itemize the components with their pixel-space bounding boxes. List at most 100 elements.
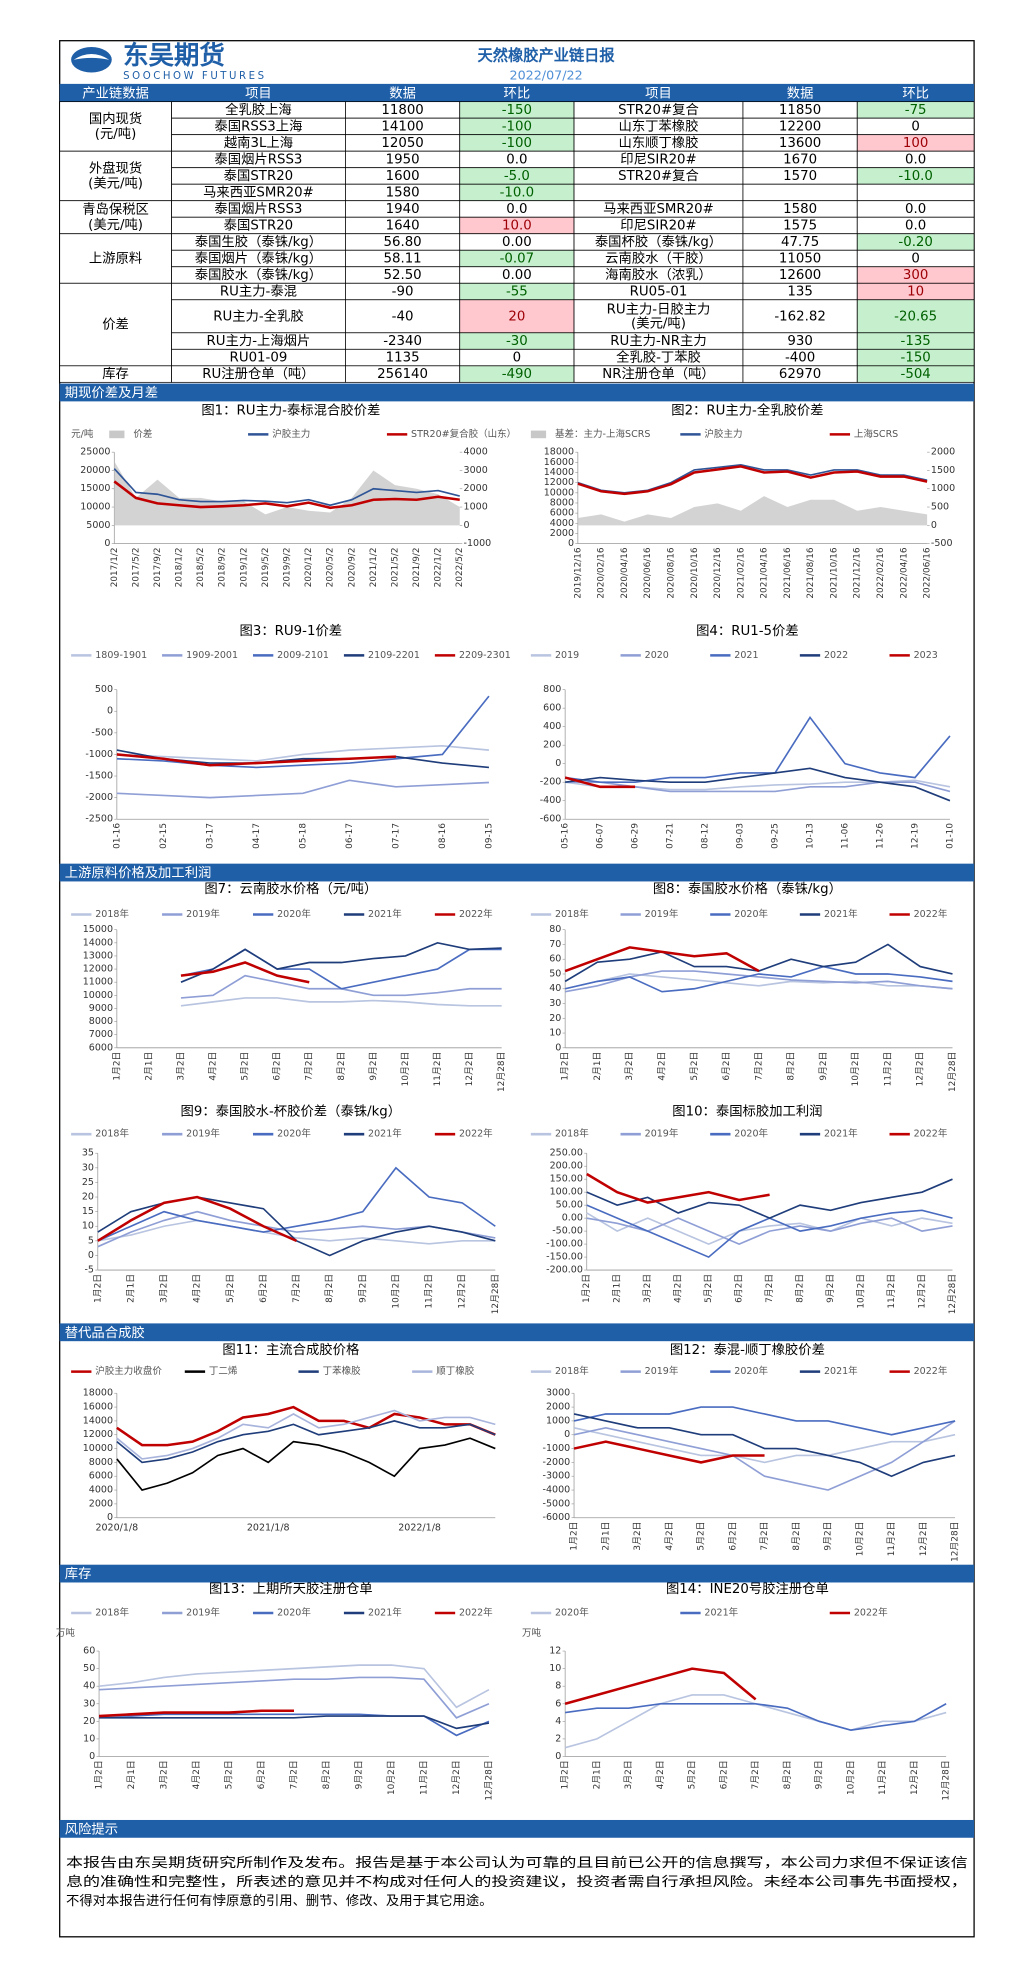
y-tick-label: 12000 <box>83 964 113 975</box>
x-tick-label: 09-25 <box>771 823 781 849</box>
x-tick-label: 2022/5/2 <box>455 547 465 587</box>
logo-mark <box>71 47 112 73</box>
table-group-label: 库存 <box>102 366 129 382</box>
x-tick-label: 2月1日 <box>591 1760 602 1789</box>
table-cell-text: 1940 <box>386 202 420 217</box>
y-tick-label: 40 <box>549 983 561 994</box>
x-tick-label: 5月2日 <box>687 1760 698 1789</box>
y-tick-label: 60 <box>83 1646 95 1657</box>
x-tick-label: 01-16 <box>112 823 122 849</box>
x-tick-label: 2021/06/16 <box>783 547 793 599</box>
y-tick-label: 2000 <box>550 528 574 539</box>
table-group-cell <box>59 101 172 152</box>
x-tick-label: 2017/9/2 <box>153 547 163 587</box>
area-series <box>114 461 460 526</box>
x-tick-label: 12月28日 <box>950 1522 961 1562</box>
x-tick-label: 3月2日 <box>632 1522 643 1551</box>
report-title: 天然橡胶产业链日报 <box>478 46 616 64</box>
y-tick-label: 20000 <box>80 465 110 476</box>
y-tick-label: -100.00 <box>546 1239 583 1250</box>
y-tick-label: 14000 <box>83 1415 113 1426</box>
risk-text: 本报告由东吴期货研究所制作及发布。报告是基于本公司认为可靠的且目前已公开的信息撰… <box>66 1854 968 1871</box>
table-cell-text: -20.65 <box>894 309 937 324</box>
table-cell-text: 0 <box>513 351 521 366</box>
table-cell-text: 0.0 <box>905 202 926 217</box>
table-cell-text: 越南3L上海 <box>224 135 293 151</box>
section-bar <box>59 1819 975 1838</box>
legend-label: 2021年 <box>824 1365 858 1377</box>
y-tick-label: 0 <box>107 1512 113 1523</box>
legend-label: 2022年 <box>459 908 493 920</box>
y-tick-label: 4 <box>555 1716 561 1727</box>
x-tick-label: 7月2日 <box>759 1522 770 1551</box>
y-tick-label: -3000 <box>543 1471 571 1482</box>
line-series <box>564 973 953 990</box>
x-tick-label: 6月2日 <box>256 1760 267 1789</box>
x-tick-label: 2022/1/2 <box>434 547 444 587</box>
legend-label: 2021年 <box>824 908 858 920</box>
table-group-cell <box>59 233 172 284</box>
section-bar <box>59 1323 975 1342</box>
y-tick-label: 6000 <box>550 508 574 519</box>
axis-unit: 万吨 <box>522 1627 542 1639</box>
table-cell-text: -5.0 <box>504 169 530 184</box>
x-tick-label: 6月2日 <box>734 1274 745 1303</box>
x-tick-label: 2020/12/16 <box>713 547 723 599</box>
chart: 图10：泰国标胶加工利润 2018年 2019年 2020年 2021年 2022年 -20… <box>530 1102 958 1314</box>
x-tick-label: 6月2日 <box>718 1760 729 1789</box>
line-series <box>586 1212 953 1245</box>
chart-title: 图8：泰国胶水价格（泰铢/kg） <box>653 880 842 897</box>
table-cell-text: 12200 <box>779 119 821 134</box>
legend-label: 2020年 <box>734 908 768 920</box>
table-cell-text: -10.0 <box>898 169 933 184</box>
section-title: 上游原料价格及加工利润 <box>65 865 212 881</box>
table-cell-text: 泰国烟片RSS3 <box>214 151 302 167</box>
x-tick-label: 2022/02/16 <box>876 547 886 599</box>
x-tick-label: 4月2日 <box>673 1274 684 1303</box>
chart-title: 图4：RU1-5价差 <box>696 623 799 639</box>
y-tick-label: -50.00 <box>552 1226 583 1237</box>
section-bar <box>59 1564 975 1583</box>
x-tick-label: 2021/5/2 <box>390 547 400 587</box>
legend-label: 2019年 <box>645 908 679 920</box>
table-cell-text: 0 <box>911 119 919 134</box>
table-cell-text: -504 <box>901 367 931 382</box>
table-cell-text: 0.0 <box>506 152 527 167</box>
x-tick-label: 7月2日 <box>764 1274 775 1303</box>
table-header: 项目 <box>245 86 272 101</box>
y-tick-label: -200.00 <box>546 1265 583 1276</box>
y-tick-label: 35 <box>82 1148 94 1159</box>
y2-tick-label: 0 <box>464 520 470 531</box>
risk-text: 息的准确性和完整性，所表述的意见并不构成对任何人的投资建议，投资者需自行承担风险… <box>66 1873 968 1890</box>
x-tick-label: 08-12 <box>701 823 711 849</box>
line-series <box>564 776 636 789</box>
legend-label: 2019年 <box>645 1128 679 1140</box>
page-border <box>59 40 975 1938</box>
x-tick-label: 2020/1/8 <box>95 1522 138 1533</box>
x-tick-label: 04-17 <box>252 823 262 849</box>
table-cell-text: 1600 <box>386 169 420 184</box>
x-tick-label: 2022/06/16 <box>923 547 933 599</box>
x-tick-label: 1月2日 <box>569 1522 580 1551</box>
y-tick-label: 16000 <box>544 457 574 468</box>
y-tick-label: 20 <box>83 1716 95 1727</box>
legend-label: 2022年 <box>459 1128 493 1140</box>
legend-label: 2021年 <box>704 1606 738 1618</box>
table-group-label: 青岛保税区 <box>82 202 149 218</box>
table-group-label: (美元/吨) <box>88 176 143 192</box>
table-cell-text: 135 <box>787 285 812 300</box>
legend-label: 2022年 <box>914 908 948 920</box>
legend-label: 丁苯橡胶 <box>323 1365 362 1377</box>
x-tick-label: 4月2日 <box>192 1274 203 1303</box>
table-cell <box>459 299 575 334</box>
x-tick-label: 2021/10/16 <box>829 547 839 599</box>
table-cell-text: 0.00 <box>502 268 532 283</box>
legend-label: 沪胶主力 <box>272 428 310 440</box>
table-cell-text: -150 <box>901 351 931 366</box>
table-cell-text: 11050 <box>779 252 821 267</box>
x-tick-label: 11月2日 <box>886 1274 897 1309</box>
line-series <box>97 1195 298 1243</box>
table-cell-text: 云南胶水（干胶） <box>605 250 712 267</box>
chart: 图12：泰混-顺丁橡胶价差 2018年 2019年 2020年 2021年 2022年 -6… <box>530 1341 961 1562</box>
